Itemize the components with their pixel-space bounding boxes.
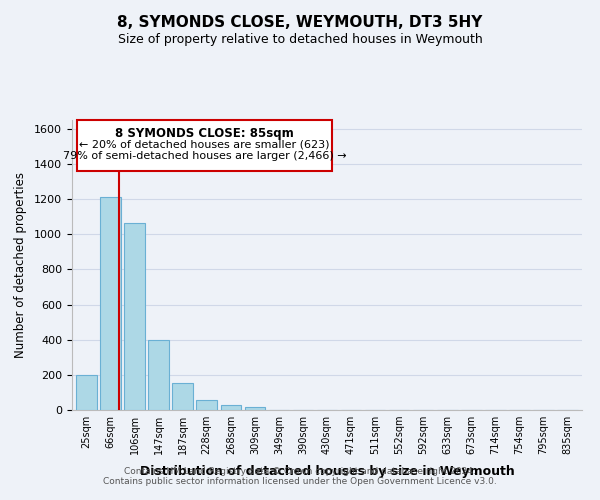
Text: 79% of semi-detached houses are larger (2,466) →: 79% of semi-detached houses are larger (… (63, 152, 346, 162)
Bar (76, 375, 97, 410)
Bar (245, 407, 265, 410)
Bar (221, 405, 241, 410)
Bar (148, 340, 169, 410)
Text: 8 SYMONDS CLOSE: 85sqm: 8 SYMONDS CLOSE: 85sqm (115, 127, 294, 140)
Text: ← 20% of detached houses are smaller (623): ← 20% of detached houses are smaller (62… (79, 140, 330, 149)
Bar (196, 400, 217, 410)
Bar (172, 383, 193, 410)
Bar (100, 198, 121, 410)
Text: 8, SYMONDS CLOSE, WEYMOUTH, DT3 5HY: 8, SYMONDS CLOSE, WEYMOUTH, DT3 5HY (118, 15, 482, 30)
X-axis label: Distribution of detached houses by size in Weymouth: Distribution of detached houses by size … (140, 466, 514, 478)
Text: Contains HM Land Registry data © Crown copyright and database right 2024.: Contains HM Land Registry data © Crown c… (124, 467, 476, 476)
Y-axis label: Number of detached properties: Number of detached properties (14, 172, 27, 358)
Text: Contains public sector information licensed under the Open Government Licence v3: Contains public sector information licen… (103, 477, 497, 486)
Bar (124, 223, 145, 410)
Text: Size of property relative to detached houses in Weymouth: Size of property relative to detached ho… (118, 32, 482, 46)
FancyBboxPatch shape (77, 120, 332, 171)
